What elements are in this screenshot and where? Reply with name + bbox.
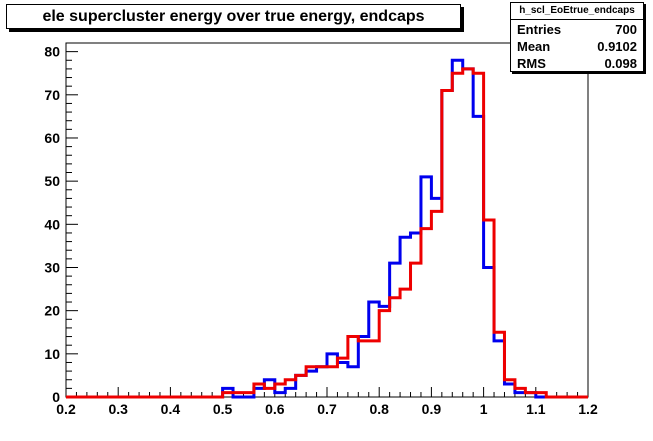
stats-box: h_scl_EoEtrue_endcaps Entries 700 Mean 0… bbox=[510, 2, 644, 72]
stats-value: 0.9102 bbox=[597, 39, 637, 54]
y-tick-label: 40 bbox=[44, 216, 60, 232]
stats-label: RMS bbox=[517, 56, 546, 71]
x-tick-label: 0.5 bbox=[213, 401, 233, 417]
stats-label: Entries bbox=[517, 22, 562, 37]
x-tick-label: 0.4 bbox=[161, 401, 181, 417]
stats-row-rms: RMS 0.098 bbox=[517, 56, 637, 72]
plot-frame bbox=[65, 42, 589, 398]
histogram-series-2 bbox=[66, 67, 588, 399]
title-box: ele supercluster energy over true energy… bbox=[6, 4, 461, 29]
x-tick-label: 0.2 bbox=[56, 401, 76, 417]
x-tick-label: 0.6 bbox=[265, 401, 285, 417]
histogram-name: h_scl_EoEtrue_endcaps bbox=[519, 5, 635, 16]
y-axis: 0 10 20 30 40 50 60 70 80 bbox=[44, 42, 78, 405]
x-tick-label: 0.9 bbox=[422, 401, 442, 417]
y-tick-label: 0 bbox=[52, 389, 60, 405]
y-tick-label: 10 bbox=[44, 346, 60, 362]
x-tick-label: 1 bbox=[480, 401, 488, 417]
chart-title: ele supercluster energy over true energy… bbox=[42, 8, 425, 25]
y-tick-label: 80 bbox=[44, 44, 60, 60]
y-tick-label: 30 bbox=[44, 259, 60, 275]
y-tick-label: 50 bbox=[44, 173, 60, 189]
series-layer bbox=[66, 58, 588, 399]
y-tick-label: 20 bbox=[44, 303, 60, 319]
x-tick-label: 0.3 bbox=[108, 401, 128, 417]
x-tick-label: 1.1 bbox=[526, 401, 546, 417]
stats-row-mean: Mean 0.9102 bbox=[517, 39, 637, 55]
stats-value: 0.098 bbox=[604, 56, 637, 71]
stats-label: Mean bbox=[517, 39, 551, 54]
x-tick-label: 1.2 bbox=[578, 401, 598, 417]
x-tick-label: 0.7 bbox=[317, 401, 337, 417]
stats-row-entries: Entries 700 bbox=[517, 22, 637, 38]
x-tick-label: 0.8 bbox=[369, 401, 389, 417]
stats-value: 700 bbox=[615, 22, 637, 37]
y-tick-label: 70 bbox=[44, 87, 60, 103]
y-tick-label: 60 bbox=[44, 130, 60, 146]
stats-separator bbox=[511, 19, 643, 20]
